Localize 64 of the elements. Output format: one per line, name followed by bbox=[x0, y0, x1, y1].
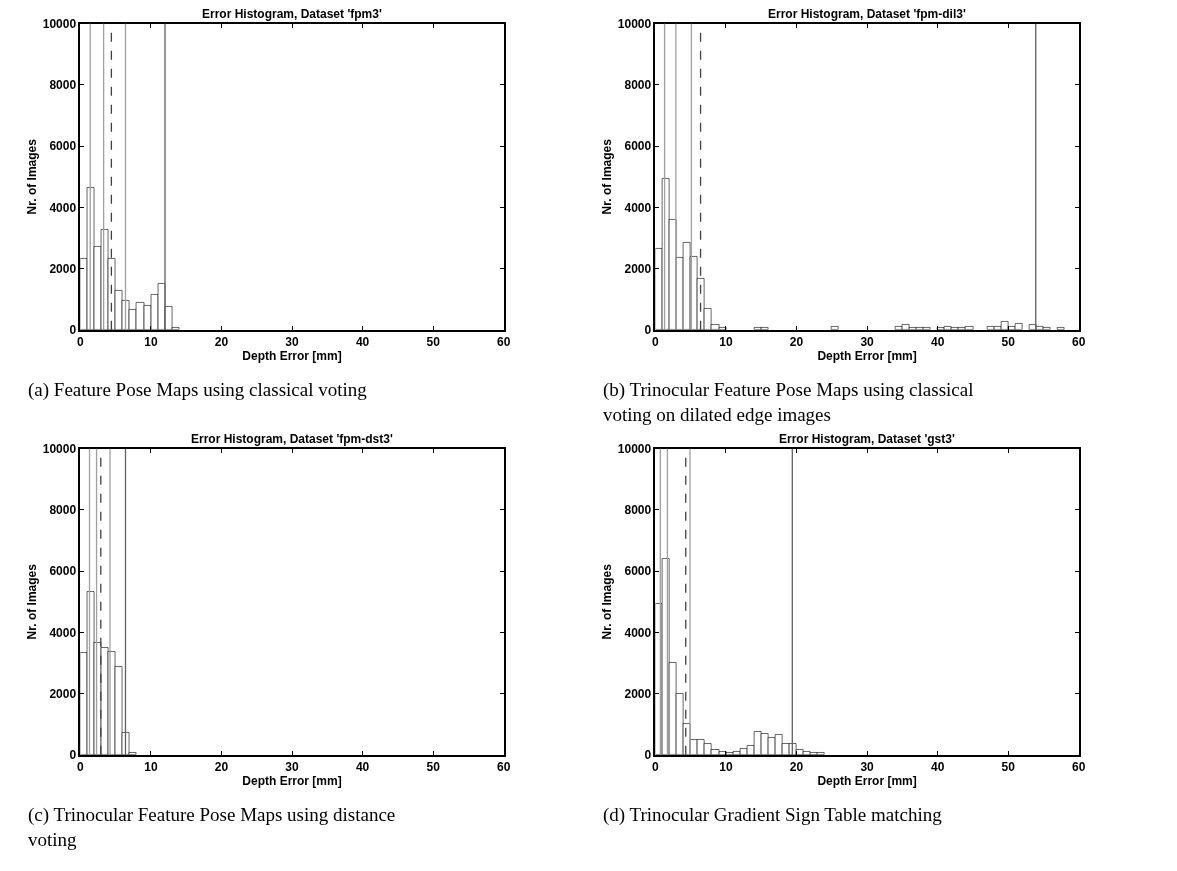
x-axis-title: Depth Error [mm] bbox=[242, 348, 342, 363]
x-tick-label: 40 bbox=[355, 759, 370, 774]
y-tick-label: 2000 bbox=[624, 261, 652, 276]
y-axis-title: Nr. of Images bbox=[24, 563, 39, 640]
x-tick-label: 20 bbox=[789, 334, 804, 349]
y-tick-label: 4000 bbox=[624, 200, 652, 215]
x-tick-label: 20 bbox=[214, 759, 229, 774]
x-tick-label: 40 bbox=[930, 334, 945, 349]
x-tick-label: 50 bbox=[426, 334, 441, 349]
x-tick-label: 10 bbox=[719, 759, 733, 774]
x-tick-label: 10 bbox=[144, 334, 158, 349]
y-tick-label: 4000 bbox=[624, 625, 652, 640]
x-tick-label: 50 bbox=[426, 759, 441, 774]
x-tick-label: 30 bbox=[860, 334, 875, 349]
y-tick-label: 6000 bbox=[624, 564, 652, 579]
y-tick-label: 2000 bbox=[624, 686, 652, 701]
x-tick-label: 30 bbox=[285, 334, 300, 349]
x-tick-label: 40 bbox=[355, 334, 370, 349]
x-tick-label: 60 bbox=[497, 334, 511, 349]
x-tick-label: 30 bbox=[860, 759, 875, 774]
chart-title: Error Histogram, Dataset 'fpm-dil3' bbox=[768, 7, 966, 21]
y-axis-title: Nr. of Images bbox=[599, 138, 614, 215]
x-tick-label: 10 bbox=[144, 759, 158, 774]
y-tick-label: 10000 bbox=[617, 441, 652, 456]
chart-title: Error Histogram, Dataset 'fpm-dst3' bbox=[191, 432, 393, 446]
y-tick-label: 0 bbox=[69, 747, 77, 762]
y-tick-label: 10000 bbox=[42, 441, 77, 456]
x-tick-label: 60 bbox=[1072, 334, 1086, 349]
text: (a) Feature Pose Maps using classical voting bbox=[28, 379, 368, 401]
x-tick-label: 40 bbox=[930, 759, 945, 774]
y-tick-label: 4000 bbox=[49, 625, 77, 640]
y-tick-label: 8000 bbox=[49, 78, 77, 93]
x-tick-label: 20 bbox=[789, 759, 804, 774]
y-tick-label: 6000 bbox=[624, 139, 652, 154]
y-tick-label: 0 bbox=[644, 747, 652, 762]
text: (b) Trinocular Feature Pose Maps using classical voting on dilated edge images bbox=[603, 379, 974, 425]
y-tick-label: 0 bbox=[644, 322, 652, 337]
x-tick-label: 10 bbox=[719, 334, 733, 349]
x-axis-title: Depth Error [mm] bbox=[242, 773, 342, 788]
text: (d) Trinocular Gradient Sign Table matching bbox=[603, 804, 943, 826]
y-axis-title: Nr. of Images bbox=[599, 563, 614, 640]
x-tick-label: 50 bbox=[1001, 759, 1016, 774]
y-axis-title: Nr. of Images bbox=[24, 138, 39, 215]
y-tick-label: 2000 bbox=[49, 686, 77, 701]
x-axis-title: Depth Error [mm] bbox=[817, 773, 917, 788]
y-tick-label: 4000 bbox=[49, 200, 77, 215]
y-tick-label: 2000 bbox=[49, 261, 77, 276]
chart-title: Error Histogram, Dataset 'fpm3' bbox=[202, 7, 382, 21]
y-tick-label: 8000 bbox=[624, 78, 652, 93]
x-tick-label: 20 bbox=[214, 334, 229, 349]
y-tick-label: 10000 bbox=[617, 16, 652, 31]
x-tick-label: 60 bbox=[1072, 759, 1086, 774]
y-tick-label: 6000 bbox=[49, 564, 77, 579]
y-tick-label: 0 bbox=[69, 322, 77, 337]
x-tick-label: 30 bbox=[285, 759, 300, 774]
x-tick-label: 50 bbox=[1001, 334, 1016, 349]
x-tick-label: 60 bbox=[497, 759, 511, 774]
chart-title: Error Histogram, Dataset 'gst3' bbox=[779, 432, 955, 446]
y-tick-label: 8000 bbox=[49, 503, 77, 518]
text: (c) Trinocular Feature Pose Maps using distance voting bbox=[28, 804, 396, 850]
y-tick-label: 8000 bbox=[624, 503, 652, 518]
y-tick-label: 6000 bbox=[49, 139, 77, 154]
y-tick-label: 10000 bbox=[42, 16, 77, 31]
x-axis-title: Depth Error [mm] bbox=[817, 348, 917, 363]
